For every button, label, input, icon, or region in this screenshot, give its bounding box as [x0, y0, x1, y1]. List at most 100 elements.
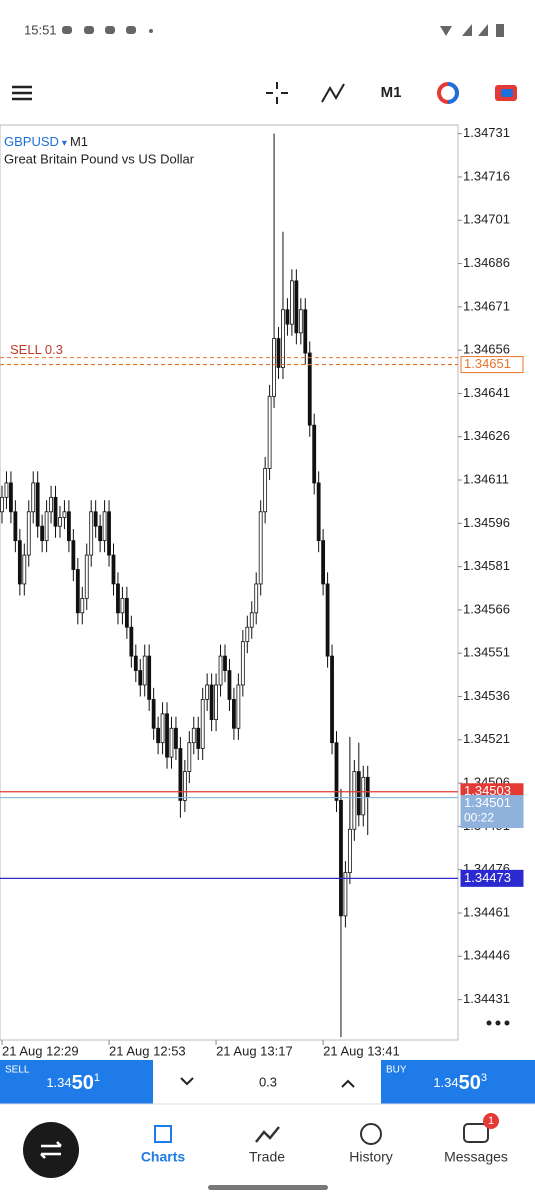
candle-body [107, 511, 111, 556]
candle-body [142, 655, 147, 686]
nav-label[interactable]: Charts [141, 1149, 186, 1165]
candle-body [245, 626, 250, 643]
candle-body [365, 776, 370, 798]
y-tick-label: 1.34521 [463, 731, 510, 746]
buy-button[interactable] [381, 1060, 535, 1104]
sell-button[interactable] [0, 1060, 153, 1104]
nav-label[interactable]: Trade [249, 1149, 285, 1165]
timeframe-button[interactable]: M1 [381, 84, 402, 101]
order-line-label[interactable]: SELL 0.3 [10, 342, 63, 357]
candle-body [116, 583, 120, 614]
symbol[interactable]: GBPUSD ▾ M1 [4, 134, 88, 149]
candle-body [151, 699, 156, 729]
x-tick-label: 21 Aug 12:53 [109, 1043, 186, 1058]
price-small: 1.34 [433, 1075, 458, 1090]
candle-body [249, 612, 254, 628]
candle-body [196, 727, 201, 749]
candle-body [254, 583, 259, 614]
y-tick-label: 1.34536 [463, 688, 510, 703]
y-tick-label: 1.34461 [463, 904, 510, 919]
volume-down[interactable] [180, 1077, 194, 1086]
candle-body [258, 511, 263, 585]
buy-price: 1.34503 [433, 1072, 487, 1094]
candle-body [165, 713, 169, 758]
trade-button[interactable] [495, 85, 517, 101]
price-tag [460, 869, 524, 887]
symbol-arrow: ▾ [62, 138, 67, 149]
candle-body [227, 670, 232, 700]
nav-label[interactable]: History [349, 1149, 393, 1165]
nav-icon-history [360, 1123, 382, 1145]
candle-body [205, 684, 210, 700]
candle-body [191, 727, 196, 744]
candle-body [22, 554, 27, 585]
candle-body [200, 699, 205, 749]
y-tick-label: 1.34581 [463, 558, 510, 573]
y-tick-label: 1.34566 [463, 601, 510, 616]
candle-body [124, 597, 129, 628]
candle-body [13, 511, 18, 542]
candle-body [49, 496, 53, 513]
badge [483, 1113, 499, 1129]
candle-body [281, 309, 285, 368]
price-sup: 3 [481, 1072, 487, 1084]
x-tick-label: 21 Aug 12:29 [2, 1043, 79, 1058]
candle-body [67, 511, 71, 542]
candle-body [272, 338, 276, 397]
candle-body [160, 713, 165, 744]
badge-count: 1 [488, 1115, 494, 1127]
y-tick-label: 1.34656 [463, 342, 510, 357]
symbol-description: Great Britain Pound vs US Dollar [4, 151, 195, 166]
candle-body [182, 771, 187, 801]
candle-body [334, 742, 339, 801]
buy-label: BUY [386, 1065, 407, 1076]
candle-body [307, 352, 312, 426]
y-tick-label: 1.34716 [463, 168, 510, 183]
candle-body [44, 511, 49, 542]
indicators-button[interactable] [321, 83, 345, 103]
candle-body [156, 727, 161, 744]
nav-icon-charts [154, 1125, 172, 1143]
candle-body [102, 511, 107, 542]
candle-body [218, 655, 223, 686]
y-tick-label: 1.34701 [463, 212, 510, 227]
candle-body [31, 482, 36, 513]
candle-body [133, 655, 138, 671]
price-big: 50 [72, 1072, 94, 1094]
candle-body [89, 511, 94, 556]
floating-button[interactable] [23, 1122, 79, 1178]
price-sup: 1 [94, 1072, 100, 1084]
y-tick-label: 1.34626 [463, 428, 510, 443]
candle-body [80, 597, 85, 614]
candle-body [147, 655, 152, 700]
objects-button[interactable] [437, 82, 459, 104]
candle-body [240, 641, 245, 686]
x-tick-label: 21 Aug 13:41 [323, 1043, 400, 1058]
volume-up[interactable] [341, 1079, 355, 1088]
candle-body [361, 776, 366, 816]
more-button[interactable] [486, 1020, 510, 1026]
y-tick-label: 1.34686 [463, 255, 510, 270]
x-tick-label: 21 Aug 13:17 [216, 1043, 293, 1058]
candle-body [321, 540, 326, 585]
price-tag-label: 1.34503 [464, 783, 511, 798]
candle-body [35, 482, 40, 527]
price-tag-timer: 00:22 [464, 811, 494, 825]
candle-body [75, 569, 80, 614]
volume[interactable]: 0.3 [259, 1074, 277, 1089]
candle-body [223, 655, 227, 671]
crosshair-button[interactable] [266, 82, 288, 104]
candle-body [0, 496, 4, 513]
candle-body [276, 338, 281, 368]
candle-body [111, 554, 116, 585]
candle-body [62, 511, 67, 518]
nav-label[interactable]: Messages [444, 1149, 508, 1165]
candle-body [316, 482, 321, 542]
price-tag [460, 356, 524, 374]
menu-button[interactable] [12, 85, 32, 101]
candle-body [84, 554, 89, 599]
nav-icon-messages [463, 1123, 489, 1143]
candle-body [187, 742, 192, 772]
symbol-name: GBPUSD [4, 134, 59, 149]
